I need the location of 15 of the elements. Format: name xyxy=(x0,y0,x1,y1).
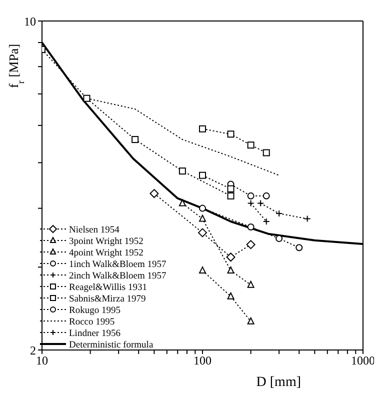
x-tick-label: 100 xyxy=(194,354,212,368)
x-axis-title: D [mm] xyxy=(256,375,301,390)
legend-label: Nielsen 1954 xyxy=(69,226,120,236)
legend-label: 3point Wright 1952 xyxy=(69,237,144,247)
legend-label: Reagel&Willis 1931 xyxy=(69,283,148,293)
legend-label: Deterministic formula xyxy=(69,340,154,350)
y-tick-label: 2 xyxy=(30,343,36,358)
legend-label: Sabnis&Mirza 1979 xyxy=(69,294,146,304)
legend-label: Lindner 1956 xyxy=(69,329,121,339)
x-tick-label: 10 xyxy=(36,354,48,368)
legend-label: Rokugo 1995 xyxy=(69,306,121,316)
legend-label: 2inch Walk&Bloem 1957 xyxy=(69,272,166,282)
legend-label: Rocco 1995 xyxy=(69,318,115,328)
legend-label: 4point Wright 1952 xyxy=(69,248,144,258)
legend-label: 1inch Walk&Bloem 1957 xyxy=(69,260,166,270)
